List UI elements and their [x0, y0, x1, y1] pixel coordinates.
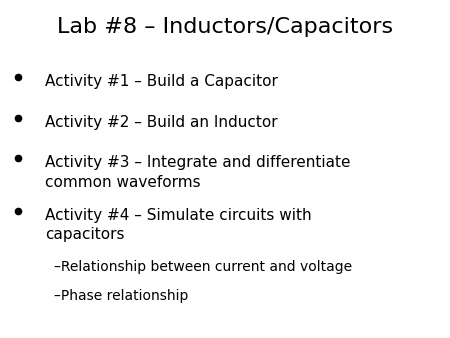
Text: Activity #2 – Build an Inductor: Activity #2 – Build an Inductor — [45, 115, 278, 130]
Text: Activity #4 – Simulate circuits with
capacitors: Activity #4 – Simulate circuits with cap… — [45, 208, 311, 242]
Text: Activity #3 – Integrate and differentiate
common waveforms: Activity #3 – Integrate and differentiat… — [45, 155, 351, 190]
Text: –Phase relationship: –Phase relationship — [54, 289, 189, 303]
Text: Lab #8 – Inductors/Capacitors: Lab #8 – Inductors/Capacitors — [57, 17, 393, 37]
Text: Activity #1 – Build a Capacitor: Activity #1 – Build a Capacitor — [45, 74, 278, 89]
Text: –Relationship between current and voltage: –Relationship between current and voltag… — [54, 260, 352, 274]
